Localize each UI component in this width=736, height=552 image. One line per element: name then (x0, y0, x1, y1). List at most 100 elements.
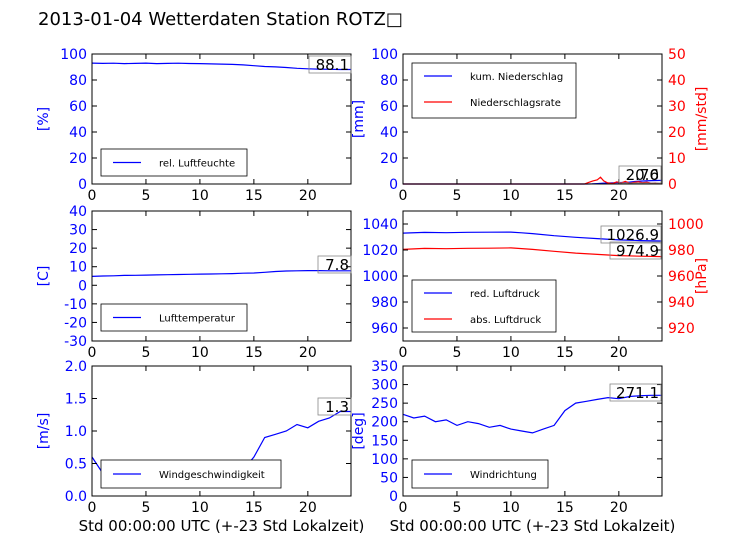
plot-frame (402, 365, 663, 497)
y-right-tick-label: 50 (668, 47, 686, 63)
panel-wind_speed: 0 5 10 15 20 0.0 0.5 1.0 1.5 2.0 [m/s] Std 00:00:00… (36, 359, 364, 535)
y-tick-label: -10 (64, 297, 87, 313)
x-tick-label: 5 (452, 345, 461, 361)
value-annotation: 7.8 (325, 256, 349, 274)
y-tick-label: 40 (69, 204, 87, 220)
plot-frame (402, 53, 663, 185)
legend: Windrichtung (411, 459, 549, 489)
y-right-tick-label: 0 (668, 177, 677, 193)
y-tick-label: 150 (371, 433, 398, 449)
y-tick-label: 40 (380, 125, 398, 141)
x-tick-label: 0 (399, 500, 408, 516)
y-axis-label: [%] (36, 107, 52, 131)
annotation-box (308, 55, 352, 74)
legend-label: Windgeschwindigkeit (159, 470, 265, 481)
legend: Lufttemperatur (100, 303, 248, 332)
y-tick-label: 200 (371, 415, 398, 431)
legend: Windgeschwindigkeit (100, 459, 282, 489)
x-tick-label: 0 (88, 500, 97, 516)
x-tick-label: 20 (610, 345, 628, 361)
y-tick-label: 100 (60, 47, 87, 63)
annotation-box (618, 165, 662, 184)
legend-label: rel. Luftfeuchte (159, 159, 235, 170)
y-right-tick-label: 20 (668, 125, 686, 141)
plot-frame (91, 210, 352, 342)
x-tick-label: 5 (452, 500, 461, 516)
x-tick-label: 5 (141, 345, 150, 361)
annotation-box (317, 397, 352, 416)
y-tick-label: 300 (371, 378, 398, 394)
y-tick-label: 80 (69, 73, 87, 89)
y-tick-label: 0.5 (65, 457, 87, 473)
y-right-tick-label: 980 (668, 243, 695, 259)
annotation-box (609, 383, 662, 402)
panel-precipitation: 0 5 10 15 20 0 20 40 60 80 100 0 10 20 30 40 50 [mm] [mm/s… (351, 47, 710, 204)
x-tick-label: 15 (556, 345, 574, 361)
annotation-box (600, 225, 662, 244)
y-right-tick-label: 40 (668, 73, 686, 89)
legend-label: kum. Niederschlag (470, 72, 563, 83)
legend-box (100, 459, 282, 489)
series-line-pressure-1 (402, 247, 663, 258)
value-annotation: 88.1 (316, 56, 349, 74)
x-tick-label: 10 (191, 345, 209, 361)
annotation-box (317, 255, 352, 274)
y-tick-label: 1.5 (65, 392, 87, 408)
page-title: 2013-01-04 Wetterdaten Station ROTZ□ (38, 9, 403, 30)
y-right-tick-label: 1000 (668, 217, 704, 233)
y-tick-label: 0 (389, 489, 398, 505)
y-right-tick-label: 960 (668, 269, 695, 285)
y-tick-label: 10 (69, 260, 87, 276)
y-tick-label: 1.0 (65, 424, 87, 440)
legend-label: abs. Luftdruck (470, 315, 541, 326)
legend: kum. Niederschlag Niederschlagsrate (411, 62, 577, 119)
x-tick-label: 0 (88, 345, 97, 361)
value-annotation-right: 0.0 (635, 166, 659, 184)
y-tick-label: 20 (380, 151, 398, 167)
y-tick-label: 1020 (362, 243, 398, 259)
x-tick-label: 5 (452, 188, 461, 204)
x-tick-label: 0 (399, 188, 408, 204)
x-axis-label: Std 00:00:00 UTC (+-23 Std Lokalzeit) (79, 517, 365, 535)
x-tick-label: 15 (245, 345, 263, 361)
y-tick-label: 20 (69, 151, 87, 167)
x-tick-label: 20 (610, 188, 628, 204)
x-tick-label: 10 (191, 188, 209, 204)
y-tick-label: 0.0 (65, 489, 87, 505)
x-tick-label: 10 (191, 500, 209, 516)
value-annotation-right: 974.9 (616, 242, 659, 260)
y-right-tick-label: 30 (668, 99, 686, 115)
x-tick-label: 15 (245, 188, 263, 204)
y-axis-label: [C] (36, 266, 52, 287)
y-tick-label: 350 (371, 359, 398, 375)
x-tick-label: 0 (88, 188, 97, 204)
legend-label: Lufttemperatur (159, 314, 236, 325)
y-tick-label: 40 (69, 125, 87, 141)
x-tick-label: 10 (502, 188, 520, 204)
y-right-axis-label: [mm/std] (694, 87, 710, 152)
x-tick-label: 20 (610, 500, 628, 516)
y-axis-label: [mm] (351, 100, 367, 138)
y-tick-label: 250 (371, 396, 398, 412)
y-tick-label: 80 (380, 73, 398, 89)
y-tick-label: 20 (69, 241, 87, 257)
legend-label: Windrichtung (470, 470, 537, 481)
y-right-tick-label: 10 (668, 151, 686, 167)
y-tick-label: -30 (64, 334, 87, 350)
legend-label: Niederschlagsrate (470, 98, 561, 109)
y-tick-label: 1000 (362, 269, 398, 285)
panel-humidity: 0 5 10 15 20 0 20 40 60 80 100 [%] rel. Luftfeuchte 8… (36, 47, 352, 204)
x-tick-label: 20 (299, 500, 317, 516)
annotation-box-right (609, 241, 662, 260)
y-tick-label: 50 (380, 470, 398, 486)
x-tick-label: 20 (299, 345, 317, 361)
value-annotation: 1.3 (325, 398, 349, 416)
y-axis-label: [deg] (351, 412, 367, 449)
x-tick-label: 20 (299, 188, 317, 204)
value-annotation: 2.76 (626, 166, 659, 184)
y-tick-label: 2.0 (65, 359, 87, 375)
series-line-temperature-0 (91, 270, 351, 277)
panel-pressure: 0 5 10 15 20 960 980 1000 1020 1040 920 940 960 980 10… (362, 210, 710, 361)
series-line-humidity-0 (91, 62, 351, 71)
